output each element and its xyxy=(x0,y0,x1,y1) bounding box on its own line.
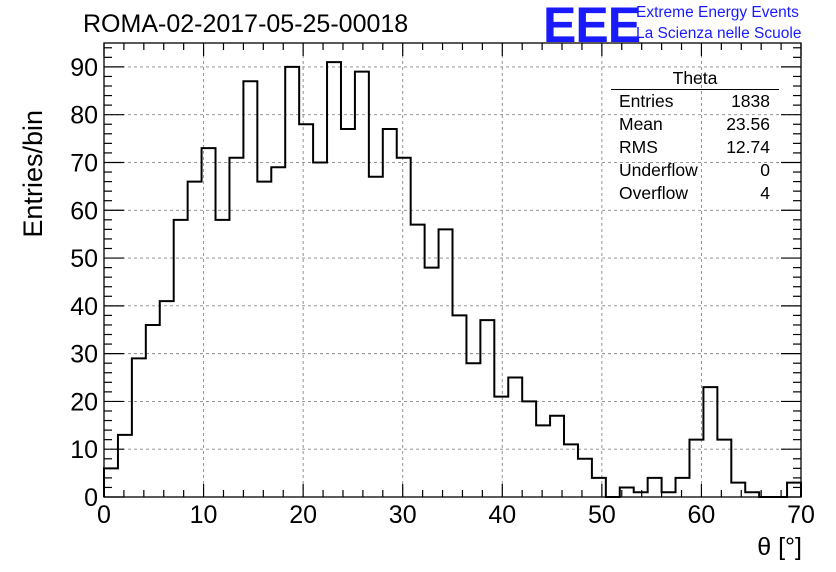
y-tick-label: 50 xyxy=(70,245,98,273)
stats-row-underflow: Underflow 0 xyxy=(611,159,779,182)
x-tick-label: 50 xyxy=(588,501,616,529)
stats-title: Theta xyxy=(611,68,779,90)
x-tick-label: 40 xyxy=(488,501,516,529)
x-tick-label: 20 xyxy=(289,501,317,529)
stats-value: 1838 xyxy=(731,91,770,111)
y-tick-label: 60 xyxy=(70,197,98,225)
x-tick-label: 70 xyxy=(787,501,815,529)
stats-row-entries: Entries 1838 xyxy=(611,90,779,113)
y-tick-label: 90 xyxy=(70,54,98,82)
y-tick-label: 80 xyxy=(70,102,98,130)
stats-box: Theta Entries 1838 Mean 23.56 RMS 12.74 … xyxy=(611,68,779,205)
y-tick-label: 30 xyxy=(70,341,98,369)
stats-row-mean: Mean 23.56 xyxy=(611,113,779,136)
x-tick-label: 30 xyxy=(389,501,417,529)
stats-row-rms: RMS 12.74 xyxy=(611,136,779,159)
eee-logo: EEE xyxy=(543,0,641,53)
y-tick-label: 20 xyxy=(70,388,98,416)
x-axis-label: θ [°] xyxy=(757,533,802,561)
stats-row-overflow: Overflow 4 xyxy=(611,182,779,205)
stats-label: Mean xyxy=(619,114,663,134)
plot-frame xyxy=(103,42,802,498)
x-tick-label: 10 xyxy=(190,501,218,529)
stats-label: Overflow xyxy=(619,183,689,203)
stats-value: 0 xyxy=(760,160,770,180)
y-tick-label: 70 xyxy=(70,149,98,177)
logo-line-1: Extreme Energy Events xyxy=(636,4,799,21)
x-tick-label: 60 xyxy=(688,501,716,529)
stats-value: 4 xyxy=(760,183,770,203)
stats-value: 23.56 xyxy=(726,114,770,134)
x-tick-label: 0 xyxy=(97,501,111,529)
y-tick-label: 40 xyxy=(70,293,98,321)
stats-label: Entries xyxy=(619,91,674,111)
chart-title: ROMA-02-2017-05-25-00018 xyxy=(83,10,409,38)
y-tick-label: 0 xyxy=(84,484,98,512)
stats-label: Underflow xyxy=(619,160,698,180)
logo-line-2: La Scienza nelle Scuole xyxy=(636,25,802,42)
y-tick-label: 10 xyxy=(70,436,98,464)
stats-value: 12.74 xyxy=(726,137,770,157)
histogram-line xyxy=(103,61,802,498)
stats-label: RMS xyxy=(619,137,658,157)
y-axis-label: Entries/bin xyxy=(18,110,48,238)
